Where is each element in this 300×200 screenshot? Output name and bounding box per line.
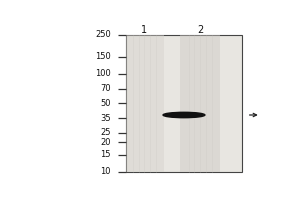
Text: 10: 10 [100,167,111,176]
Bar [126,35,242,172]
Text: 20: 20 [100,138,111,147]
Text: 100: 100 [95,69,111,78]
Text: 150: 150 [95,52,111,61]
Text: 250: 250 [95,30,111,39]
Bar [181,35,220,172]
Text: 25: 25 [100,128,111,137]
Text: 35: 35 [100,114,111,123]
Text: 15: 15 [100,150,111,159]
Text: 1: 1 [141,25,148,35]
Ellipse shape [163,112,205,118]
Text: 50: 50 [100,99,111,108]
Text: 2: 2 [197,25,203,35]
Text: 70: 70 [100,84,111,93]
Bar [126,35,164,172]
